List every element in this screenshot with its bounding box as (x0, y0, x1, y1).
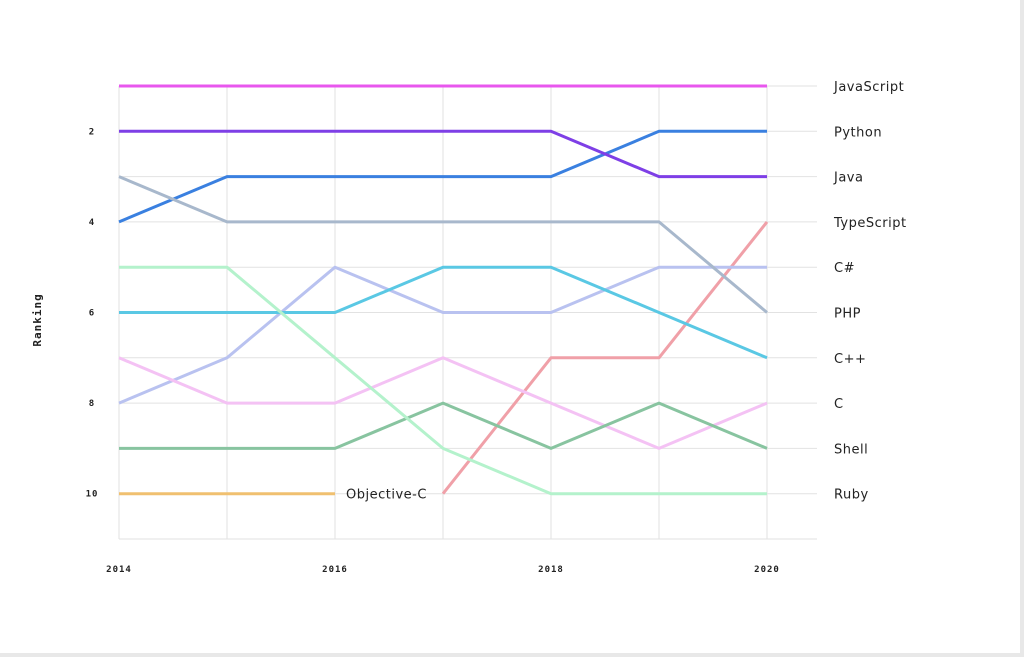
y-tick-label: 4 (89, 218, 95, 228)
x-tick-label: 2016 (322, 565, 348, 575)
series-label: C# (834, 261, 855, 276)
series-line-c- (118, 265, 767, 405)
series-line-java (119, 129, 767, 179)
series-line-c (118, 356, 768, 450)
y-tick-label: 6 (89, 309, 95, 319)
series-label: C (834, 397, 844, 412)
series-lines (118, 84, 769, 496)
x-axis-ticks: 2014 2016 2018 2020 (106, 565, 780, 575)
x-tick-label: 2018 (538, 565, 564, 575)
series-label: PHP (834, 307, 861, 322)
x-tick-label: 2020 (754, 565, 780, 575)
y-axis-label: Ranking (31, 293, 44, 346)
series-label: C++ (834, 352, 866, 367)
series-label: Java (833, 171, 863, 186)
series-line-shell (119, 401, 768, 450)
series-line-c- (119, 265, 768, 360)
series-label: Ruby (834, 488, 869, 503)
series-label: Python (834, 125, 882, 140)
x-tick-label: 2014 (106, 565, 132, 575)
series-label: Shell (834, 442, 868, 457)
series-line-php (118, 175, 768, 314)
y-tick-label: 10 (86, 490, 99, 500)
series-line-python (118, 129, 767, 224)
series-label: TypeScript (833, 216, 907, 231)
y-tick-label: 8 (89, 399, 95, 409)
series-labels: JavaScript Python Java TypeScript C# PHP C++ C S… (346, 80, 907, 503)
y-tick-label: 2 (89, 127, 95, 137)
series-label: Objective-C (346, 488, 427, 503)
series-label: JavaScript (833, 80, 904, 95)
series-line-ruby (119, 265, 767, 496)
y-axis-ticks: 2 4 6 8 10 (86, 127, 99, 500)
